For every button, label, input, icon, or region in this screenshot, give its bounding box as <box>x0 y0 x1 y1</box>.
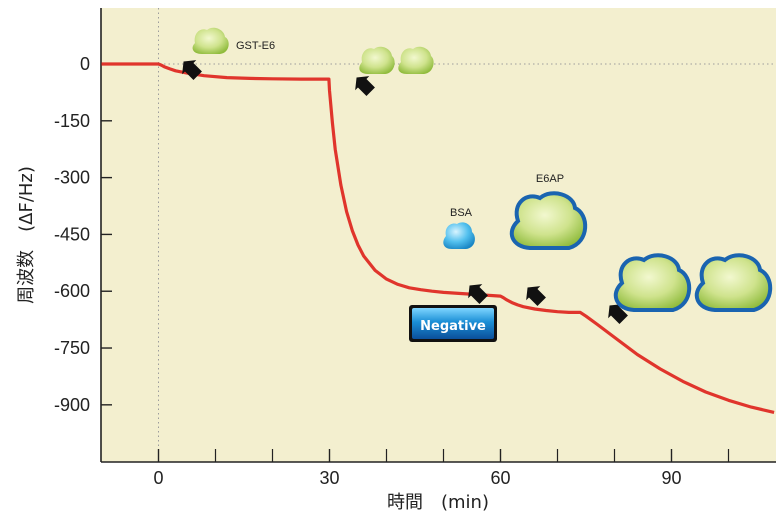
x-tick-label: 60 <box>490 468 510 488</box>
y-tick-label: -600 <box>54 281 90 301</box>
y-tick-label: 0 <box>80 54 90 74</box>
bound-gst-e6-icon <box>359 46 395 74</box>
frequency-series-line <box>101 62 775 414</box>
y-tick-label: -300 <box>54 168 90 188</box>
bsa-label: BSA <box>450 207 473 219</box>
gst-e6-label: GST-E6 <box>236 40 275 52</box>
e6ap-protein-icon <box>509 191 588 250</box>
injection-arrow-icon <box>468 284 488 304</box>
injection-arrows <box>182 60 628 324</box>
negative-label: Negative <box>420 319 486 334</box>
y-axis-title: 周波数 (ΔF/Hz) <box>16 166 37 304</box>
y-axis-ticks: 0 -150 -300 -450 -600 -750 -900 <box>54 54 112 415</box>
injection-arrow-icon <box>526 286 546 306</box>
bound-e6ap-icon <box>613 253 692 312</box>
y-tick-label: -750 <box>54 338 90 358</box>
bound-e6ap-icon <box>694 253 773 312</box>
y-tick-label: -150 <box>54 111 90 131</box>
gst-e6-protein-icon <box>192 27 229 54</box>
x-axis-ticks: 0 30 60 90 <box>153 449 730 488</box>
negative-control-badge: Negative <box>409 305 497 342</box>
injection-arrow-icon <box>182 60 202 80</box>
x-axis-title: 時間 (min) <box>387 492 489 513</box>
injection-arrow-icon <box>608 304 628 324</box>
e6ap-label: E6AP <box>536 173 564 185</box>
x-tick-label: 90 <box>661 468 681 488</box>
bsa-protein-icon <box>443 222 475 249</box>
y-tick-label: -900 <box>54 395 90 415</box>
plot-area <box>101 8 776 462</box>
injection-arrow-icon <box>355 76 375 96</box>
bound-gst-e6-icon <box>398 46 434 74</box>
x-tick-label: 0 <box>153 468 163 488</box>
x-tick-label: 30 <box>319 468 339 488</box>
y-tick-label: -450 <box>54 224 90 244</box>
